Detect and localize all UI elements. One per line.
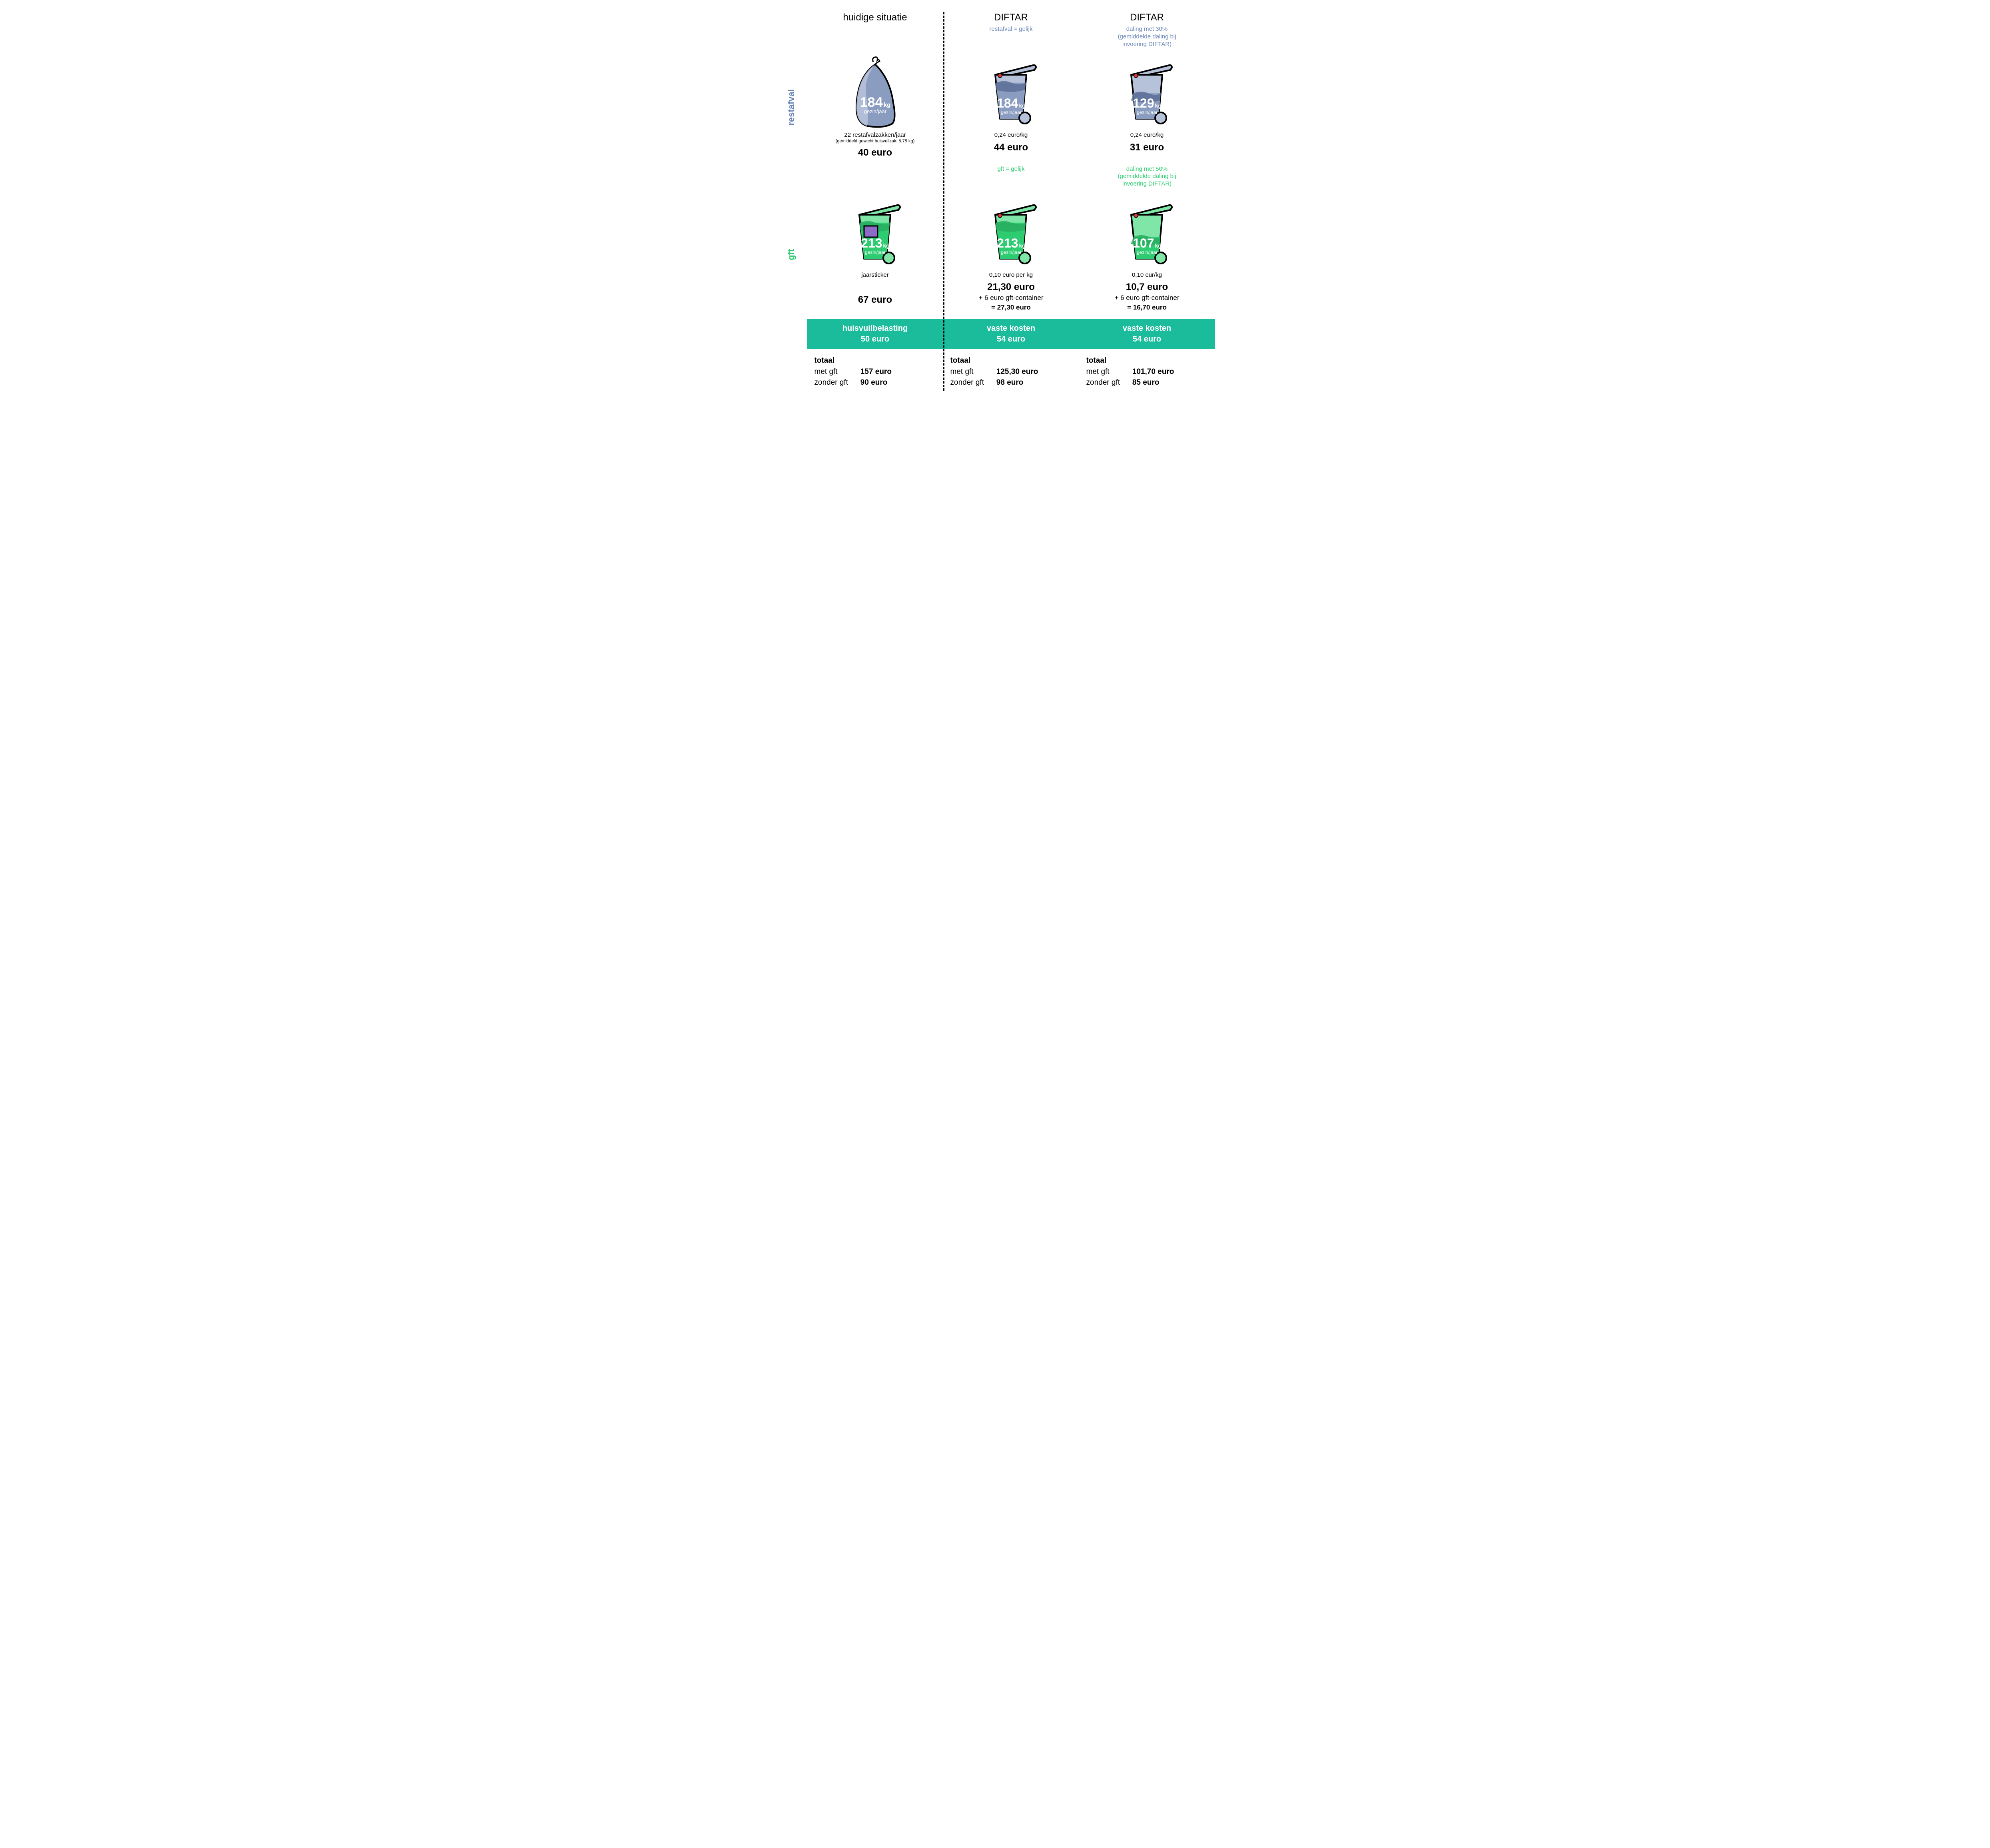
price: 10,7 euro [1082,282,1213,293]
svg-text:gezin/jaar: gezin/jaar [1000,110,1021,115]
spacer [775,319,807,349]
totals-col3: totaal met gft 101,70 euro zonder gft 85… [1079,353,1215,391]
met-label: met gft [950,366,994,378]
col2-header: DIFTAR [943,12,1079,26]
zonder-label: zonder gft [950,377,994,388]
restafval-col2: 184kg gezin/jaar 0,24 euro/kg 44 euro [943,50,1079,166]
trash-bag-icon: 184kg gezin/jaar [810,53,941,129]
bin-icon: 107kg gezin/jaar [1082,193,1213,269]
sub-col1-top [807,26,943,50]
bin-icon: 213kg gezin/jaar [946,193,1077,269]
price: 44 euro [946,142,1077,153]
caption: 22 restafvalzakken/jaar [810,132,941,139]
col3-header: DIFTAR [1079,12,1215,26]
row-label-restafval: restafval [775,50,807,166]
totals-title: totaal [1086,355,1208,366]
teal-label: huisvuilbelasting [807,323,943,334]
caption-small: (gemiddeld gewicht huisvuilzak: 8,75 kg) [810,139,941,144]
teal-label: vaste kosten [943,323,1079,334]
bin-icon: 129kg gezin/jaar [1082,53,1213,129]
teal-cell-1: huisvuilbelasting 50 euro [807,323,943,345]
svg-text:gezin/jaar: gezin/jaar [1000,250,1021,255]
met-value: 157 euro [860,368,892,376]
met-value: 125,30 euro [996,368,1038,376]
zonder-value: 85 euro [1132,378,1160,387]
gft-col3: 107kg gezin/jaar 0,10 eur/kg 10,7 euro +… [1079,190,1215,320]
spacer [775,349,807,391]
svg-text:gezin/jaar: gezin/jaar [1136,250,1157,255]
price-total: = 16,70 euro [1082,303,1213,312]
caption: 0,24 euro/kg [1082,132,1213,139]
spacer [775,166,807,190]
met-label: met gft [1086,366,1130,378]
caption: jaarsticker [810,272,941,279]
svg-text:gezin/jaar: gezin/jaar [864,250,885,255]
price-sub: + 6 euro gft-container [946,294,1077,302]
teal-label: vaste kosten [1079,323,1215,334]
zonder-label: zonder gft [814,377,858,388]
met-value: 101,70 euro [1132,368,1174,376]
spacer [775,12,807,26]
bin-icon: 184kg gezin/jaar [946,53,1077,129]
sub-col3-top: daling met 30%(gemiddelde daling bijinvo… [1079,26,1215,50]
totals-title: totaal [814,355,936,366]
totals-row: totaal met gft 157 euro zonder gft 90 eu… [807,353,1215,391]
caption: 0,10 eur/kg [1082,272,1213,279]
teal-bar: huisvuilbelasting 50 euro vaste kosten 5… [807,319,1215,349]
met-label: met gft [814,366,858,378]
sub-col1-mid [807,166,943,190]
totals-col1: totaal met gft 157 euro zonder gft 90 eu… [807,353,943,391]
sub-col3-mid: daling met 50%(gemiddelde daling bijinvo… [1079,166,1215,190]
restafval-col3: 129kg gezin/jaar 0,24 euro/kg 31 euro [1079,50,1215,166]
price-sub: + 6 euro gft-container [1082,294,1213,302]
svg-text:gezin/jaar: gezin/jaar [864,108,886,114]
bin-sticker-icon: 213kg gezin/jaar [810,193,941,269]
price: 31 euro [1082,142,1213,153]
teal-cell-3: vaste kosten 54 euro [1079,323,1215,345]
caption: 0,24 euro/kg [946,132,1077,139]
totals-title: totaal [950,355,1072,366]
spacer [775,26,807,50]
price-total: = 27,30 euro [946,303,1077,312]
caption: 0,10 euro per kg [946,272,1077,279]
gft-col2: 213kg gezin/jaar 0,10 euro per kg 21,30 … [943,190,1079,320]
sub-col2-mid: gft = gelijk [943,166,1079,190]
zonder-value: 90 euro [860,378,888,387]
col1-header: huidige situatie [807,12,943,26]
restafval-col1: 184kg gezin/jaar 22 restafvalzakken/jaar… [807,50,943,166]
row-label-gft: gft [775,190,807,320]
gft-col1: 213kg gezin/jaar jaarsticker 67 euro [807,190,943,320]
price: 67 euro [810,294,941,306]
teal-cell-2: vaste kosten 54 euro [943,323,1079,345]
price: 40 euro [810,147,941,158]
teal-value: 54 euro [1079,334,1215,345]
teal-value: 50 euro [807,334,943,345]
infographic-grid: huidige situatie DIFTAR DIFTAR restafval… [775,12,1215,391]
teal-value: 54 euro [943,334,1079,345]
zonder-label: zonder gft [1086,377,1130,388]
totals-col2: totaal met gft 125,30 euro zonder gft 98… [943,353,1079,391]
svg-text:gezin/jaar: gezin/jaar [1136,110,1157,115]
price: 21,30 euro [946,282,1077,293]
sub-col2-top: restafval = gelijk [943,26,1079,50]
zonder-value: 98 euro [996,378,1024,387]
